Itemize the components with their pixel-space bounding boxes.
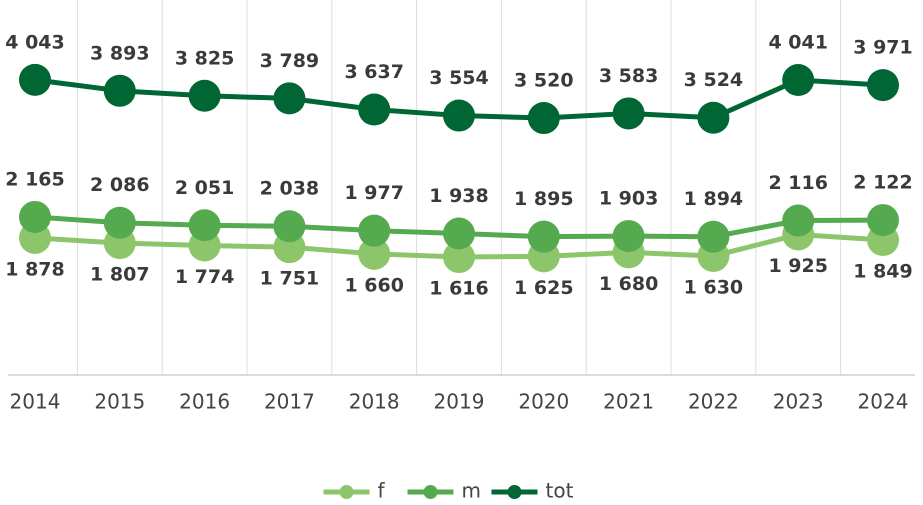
point <box>188 209 221 242</box>
value-label: 2 116 <box>768 172 828 194</box>
value-label: 2 051 <box>175 177 235 199</box>
point <box>273 210 306 243</box>
point <box>103 74 136 107</box>
value-label: 1 849 <box>853 261 913 283</box>
value-label: 1 894 <box>684 188 744 210</box>
point <box>188 79 221 112</box>
value-label: 3 893 <box>90 42 150 64</box>
value-label: 2 165 <box>5 168 65 190</box>
value-label: 1 680 <box>599 273 659 295</box>
point <box>273 82 306 115</box>
x-tick-label: 2020 <box>518 390 569 414</box>
value-label: 1 807 <box>90 264 150 286</box>
value-label: 1 977 <box>344 182 404 204</box>
x-tick-label: 2022 <box>688 390 739 414</box>
x-tick-label: 2015 <box>94 390 145 414</box>
point <box>19 200 51 233</box>
value-label: 4 043 <box>5 31 65 53</box>
value-label: 1 774 <box>175 266 235 288</box>
point <box>612 220 645 253</box>
value-label: 1 895 <box>514 188 574 210</box>
value-label: 1 925 <box>768 255 828 277</box>
point <box>358 214 391 247</box>
value-label: 3 789 <box>260 50 320 72</box>
x-tick-label: 2024 <box>858 390 909 414</box>
point <box>358 93 391 126</box>
point <box>103 206 136 239</box>
x-tick-label: 2023 <box>773 390 824 414</box>
x-tick-label: 2018 <box>349 390 400 414</box>
point <box>443 241 475 274</box>
value-label: 3 971 <box>853 37 913 59</box>
point <box>527 220 560 253</box>
x-tick-label: 2021 <box>603 390 654 414</box>
value-label: 1 878 <box>5 258 65 280</box>
value-label: 1 903 <box>599 188 659 210</box>
value-label: 1 660 <box>344 274 404 296</box>
point <box>697 220 730 253</box>
value-label: 3 825 <box>175 47 235 69</box>
legend-label: f <box>378 479 386 503</box>
value-label: 3 554 <box>429 67 489 89</box>
value-label: 1 751 <box>260 268 320 290</box>
value-label: 3 524 <box>684 69 744 91</box>
value-label: 1 616 <box>429 278 489 300</box>
point <box>443 99 475 132</box>
value-label: 4 041 <box>768 32 828 54</box>
x-tick-label: 2016 <box>179 390 230 414</box>
point <box>697 101 730 134</box>
value-label: 2 122 <box>853 172 913 194</box>
value-label: 2 038 <box>260 178 320 200</box>
legend-label: m <box>462 479 481 503</box>
point <box>19 63 51 96</box>
point <box>527 102 560 135</box>
value-label: 2 086 <box>90 174 150 196</box>
x-tick-label: 2017 <box>264 390 315 414</box>
point <box>612 97 645 130</box>
point <box>782 204 815 237</box>
value-label: 3 637 <box>344 61 404 83</box>
value-label: 3 520 <box>514 70 574 92</box>
legend-marker <box>339 485 354 499</box>
point <box>443 217 475 250</box>
legend-label: tot <box>546 479 574 503</box>
point <box>358 237 391 270</box>
value-label: 1 625 <box>514 277 574 299</box>
x-tick-label: 2019 <box>434 390 485 414</box>
legend-marker <box>423 485 438 499</box>
value-label: 1 630 <box>684 277 744 299</box>
point <box>782 64 815 97</box>
value-label: 1 938 <box>429 185 489 207</box>
x-tick-label: 2014 <box>10 390 61 414</box>
legend-marker <box>507 485 522 499</box>
point <box>867 204 899 237</box>
point <box>867 69 899 102</box>
value-label: 3 583 <box>599 65 659 87</box>
